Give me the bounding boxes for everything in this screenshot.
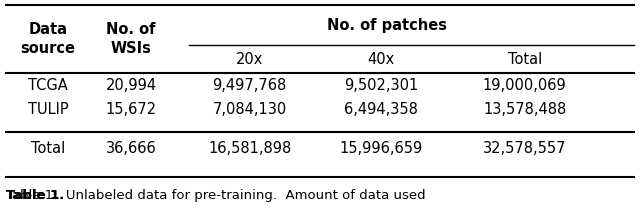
Text: 36,666: 36,666: [106, 141, 157, 156]
Text: 7,084,130: 7,084,130: [212, 102, 287, 117]
Text: 9,502,301: 9,502,301: [344, 78, 418, 94]
Text: 20x: 20x: [236, 52, 263, 67]
Text: 19,000,069: 19,000,069: [483, 78, 566, 94]
Text: Table 1.: Table 1.: [6, 189, 65, 202]
Text: TULIP: TULIP: [28, 102, 68, 117]
Text: 15,996,659: 15,996,659: [339, 141, 422, 156]
Text: Table 1.: Table 1.: [6, 189, 65, 202]
Text: 20,994: 20,994: [106, 78, 157, 94]
Text: TCGA: TCGA: [28, 78, 68, 94]
Text: Total: Total: [508, 52, 542, 67]
Text: No. of
WSIs: No. of WSIs: [106, 22, 156, 56]
Text: Table 1.  Unlabeled data for pre-training.  Amount of data used: Table 1. Unlabeled data for pre-training…: [6, 189, 426, 202]
Text: 13,578,488: 13,578,488: [483, 102, 566, 117]
Text: 16,581,898: 16,581,898: [208, 141, 291, 156]
Text: Total: Total: [31, 141, 65, 156]
Text: 40x: 40x: [367, 52, 394, 67]
Text: 9,497,768: 9,497,768: [212, 78, 287, 94]
Text: Data
source: Data source: [20, 22, 76, 56]
Text: 6,494,358: 6,494,358: [344, 102, 418, 117]
Text: No. of patches: No. of patches: [327, 18, 447, 33]
Text: 15,672: 15,672: [106, 102, 157, 117]
Text: 32,578,557: 32,578,557: [483, 141, 566, 156]
